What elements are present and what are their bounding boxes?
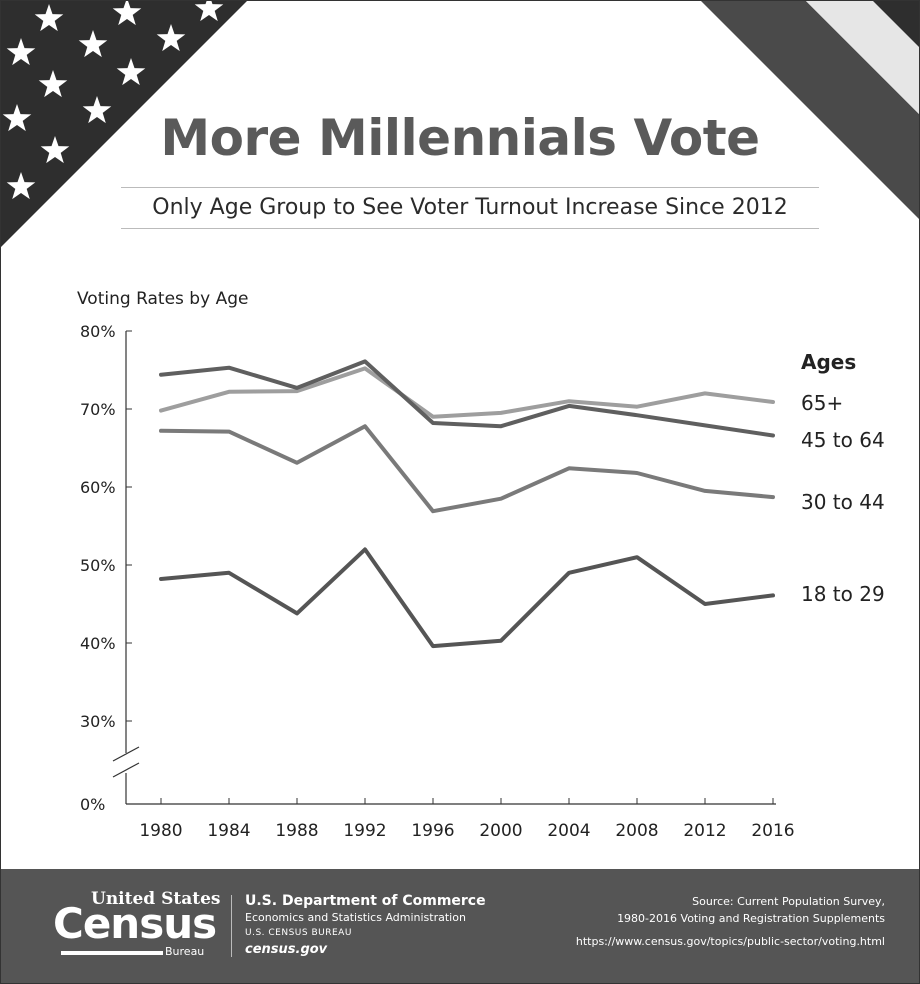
flag-corner-stars — [1, 1, 247, 247]
series-line — [159, 359, 775, 438]
page-subtitle: Only Age Group to See Voter Turnout Incr… — [152, 195, 788, 220]
department-subtitle: Economics and Statistics Administration — [245, 911, 466, 924]
logo-united-states: United States — [91, 889, 221, 909]
axis-break-mark — [112, 762, 140, 778]
x-tick-label: 1992 — [343, 821, 386, 841]
logo-underline — [61, 951, 163, 955]
y-tick-label: 30% — [80, 712, 116, 731]
legend-title: Ages — [801, 350, 856, 374]
x-tick-label: 1980 — [139, 821, 182, 841]
star-icon — [116, 58, 146, 86]
source-url-link[interactable]: https://www.census.gov/topics/public-sec… — [575, 935, 885, 948]
star-icon — [38, 70, 68, 98]
census-link[interactable]: census.gov — [245, 942, 328, 957]
page-title: More Millennials Vote — [160, 109, 760, 167]
flag-decoration — [1, 1, 919, 247]
y-tick-label: 60% — [80, 478, 116, 497]
department-name: U.S. Department of Commerce — [245, 893, 486, 909]
x-tick-label: 2008 — [615, 821, 658, 841]
source-line-2: 1980-2016 Voting and Registration Supple… — [617, 912, 885, 925]
logo-bureau: Bureau — [165, 945, 205, 958]
chart-title: Voting Rates by Age — [77, 289, 248, 309]
y-tick-label: 50% — [80, 556, 116, 575]
series-line — [159, 424, 775, 514]
series-lines — [159, 359, 775, 649]
star-icon — [40, 136, 70, 164]
logo-census: Census — [53, 899, 217, 948]
y-tick-labels: 80% 70% 60% 50% 40% 30% 0% — [80, 322, 116, 814]
y-tick-label: 0% — [80, 795, 105, 814]
star-icon — [78, 30, 108, 58]
y-tick-label: 80% — [80, 322, 116, 341]
flag-stripe-corner — [873, 1, 919, 47]
x-tick-label: 1988 — [275, 821, 318, 841]
x-tick-label: 2012 — [683, 821, 726, 841]
x-tick-label: 2000 — [479, 821, 522, 841]
y-tick-label: 40% — [80, 634, 116, 653]
axis-break-mark — [112, 746, 140, 762]
series-label: 30 to 44 — [801, 490, 885, 514]
x-tick-label: 1996 — [411, 821, 454, 841]
x-tick-labels: 1980 1984 1988 1992 1996 2000 2004 2008 2012 2016 — [139, 821, 794, 841]
footer-divider — [231, 895, 232, 957]
source-line-1: Source: Current Population Survey, — [692, 895, 885, 908]
department-bureau: U.S. CENSUS BUREAU — [245, 928, 352, 938]
y-tick-label: 70% — [80, 400, 116, 419]
footer: United States Census Bureau U.S. Departm… — [1, 869, 919, 983]
series-line — [159, 366, 775, 419]
star-icon — [6, 38, 36, 66]
x-tick-label: 1984 — [207, 821, 250, 841]
star-icon — [156, 24, 186, 52]
series-label: 45 to 64 — [801, 428, 885, 452]
chart-axes — [112, 330, 776, 805]
flag-stripe-light — [806, 1, 919, 114]
star-icon — [82, 96, 112, 124]
x-tick-label: 2004 — [547, 821, 590, 841]
flag-stripe-dark — [701, 1, 919, 219]
star-icon — [34, 4, 64, 32]
x-tick-label: 2016 — [751, 821, 794, 841]
series-line — [159, 547, 775, 649]
star-icon — [6, 172, 36, 200]
subtitle-rule: Only Age Group to See Voter Turnout Incr… — [121, 187, 819, 229]
star-icon — [194, 1, 224, 22]
star-icons — [2, 1, 224, 200]
star-icon — [2, 104, 32, 132]
series-label: 65+ — [801, 391, 843, 415]
star-icon — [112, 1, 142, 26]
series-labels: 65+ 45 to 64 30 to 44 18 to 29 — [801, 391, 885, 606]
series-label: 18 to 29 — [801, 582, 885, 606]
line-chart: Voting Rates by Age 80% 70% 60% 50% 40% 30% 0%… — [77, 289, 885, 841]
